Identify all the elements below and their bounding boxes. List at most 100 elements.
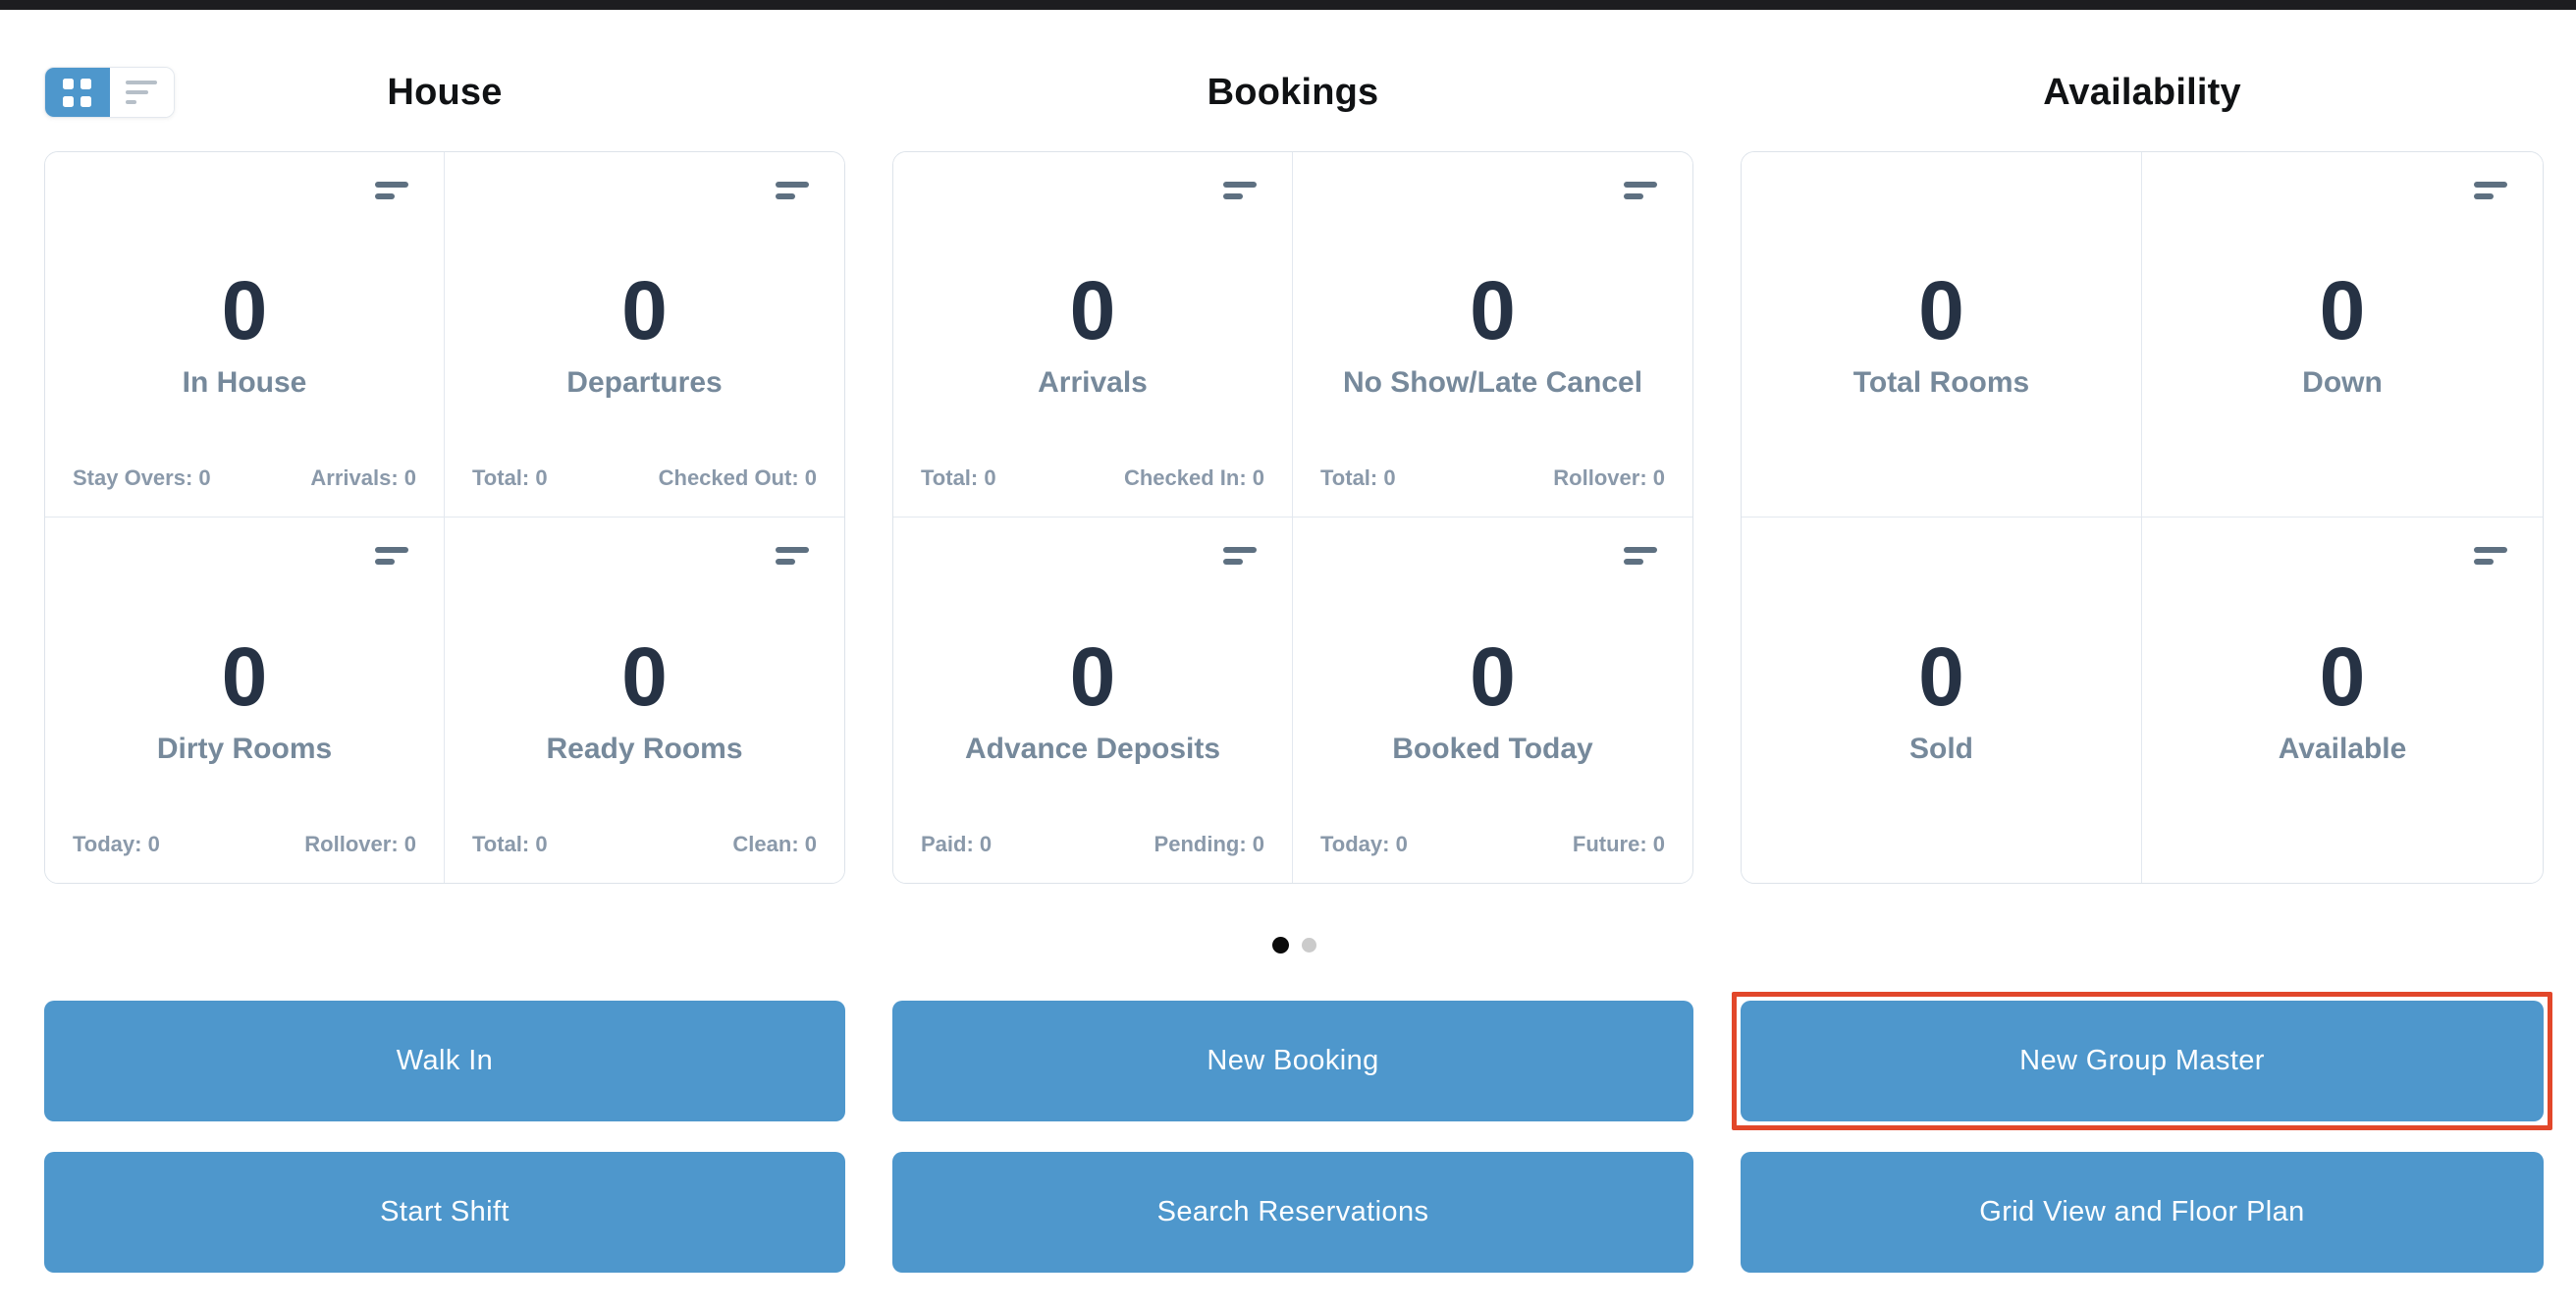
start-shift-button[interactable]: Start Shift <box>44 1152 845 1273</box>
stat-card-footer: Total: 0 Rollover: 0 <box>1320 465 1665 491</box>
stat-value: 0 <box>621 264 668 356</box>
stat-card-footer: Total: 0 Clean: 0 <box>472 832 817 857</box>
stat-card-footer: Stay Overs: 0 Arrivals: 0 <box>73 465 416 491</box>
stat-card-arrivals[interactable]: 0 Arrivals Total: 0 Checked In: 0 <box>893 152 1293 518</box>
footer-stat-right: Arrivals: 0 <box>310 465 416 490</box>
stat-bars-icon <box>1223 547 1257 565</box>
stat-card-advance-deposits[interactable]: 0 Advance Deposits Paid: 0 Pending: 0 <box>893 518 1293 883</box>
stat-card-in-house[interactable]: 0 In House Stay Overs: 0 Arrivals: 0 <box>45 152 445 518</box>
header-row: House Bookings Availability <box>44 67 2544 118</box>
stat-bars-icon <box>1624 182 1657 199</box>
stat-card-main: 0 Down <box>2142 152 2543 517</box>
search-reservations-button[interactable]: Search Reservations <box>892 1152 1693 1273</box>
stat-bars-icon <box>2474 547 2507 565</box>
card-detail-button[interactable] <box>2474 547 2507 565</box>
stat-card-down[interactable]: 0 Down <box>2142 152 2543 518</box>
stat-value: 0 <box>1069 264 1116 356</box>
stat-card-dirty-rooms[interactable]: 0 Dirty Rooms Today: 0 Rollover: 0 <box>45 518 445 883</box>
card-group-house: 0 In House Stay Overs: 0 Arrivals: 0 0 Depart… <box>44 151 845 884</box>
card-detail-button[interactable] <box>1624 182 1657 199</box>
footer-stat-left: Total: 0 <box>1320 465 1396 490</box>
dashboard-content: House Bookings Availability 0 In House Stay … <box>0 67 2576 1273</box>
footer-stat-left: Total: 0 <box>472 465 548 490</box>
stat-card-ready-rooms[interactable]: 0 Ready Rooms Total: 0 Clean: 0 <box>445 518 844 883</box>
section-title-bookings: Bookings <box>1207 71 1379 113</box>
stat-label: Departures <box>566 366 723 399</box>
stat-bars-icon <box>776 182 809 199</box>
footer-stat-right: Rollover: 0 <box>304 832 416 856</box>
footer-stat-right: Pending: 0 <box>1154 832 1264 856</box>
stat-card-main: 0 Departures <box>445 152 844 517</box>
stat-card-sold[interactable]: 0 Sold <box>1742 518 2142 883</box>
stat-card-footer: Today: 0 Future: 0 <box>1320 832 1665 857</box>
action-button-wrap: Grid View and Floor Plan <box>1741 1152 2544 1273</box>
stat-label: Ready Rooms <box>546 732 743 765</box>
card-detail-button[interactable] <box>776 182 809 199</box>
grid-view-and-floor-plan-button[interactable]: Grid View and Floor Plan <box>1741 1152 2544 1273</box>
footer-stat-right: Future: 0 <box>1572 832 1665 856</box>
stat-card-footer: Today: 0 Rollover: 0 <box>73 832 416 857</box>
stat-value: 0 <box>2319 629 2366 723</box>
stat-card-main: 0 Available <box>2142 518 2543 883</box>
action-button-wrap: Search Reservations <box>892 1152 1693 1273</box>
stat-label: Arrivals <box>1038 366 1148 399</box>
footer-stat-right: Checked In: 0 <box>1123 465 1264 490</box>
stat-label: No Show/Late Cancel <box>1342 366 1643 399</box>
footer-stat-left: Stay Overs: 0 <box>73 465 211 490</box>
stat-bars-icon <box>776 547 809 565</box>
new-booking-button[interactable]: New Booking <box>892 1001 1693 1121</box>
card-detail-button[interactable] <box>375 182 408 199</box>
view-toggle <box>44 67 175 118</box>
card-detail-button[interactable] <box>2474 182 2507 199</box>
stat-card-main: 0 No Show/Late Cancel <box>1293 152 1692 517</box>
card-detail-button[interactable] <box>1223 547 1257 565</box>
stat-label: Booked Today <box>1392 732 1593 765</box>
stat-value: 0 <box>621 629 668 723</box>
stat-card-available[interactable]: 0 Available <box>2142 518 2543 883</box>
stat-card-footer: Total: 0 Checked In: 0 <box>921 465 1264 491</box>
section-title-availability: Availability <box>2043 71 2241 113</box>
stat-label: Dirty Rooms <box>156 732 333 765</box>
stat-value: 0 <box>1470 629 1516 723</box>
grid-view-icon <box>63 78 92 107</box>
footer-stat-left: Total: 0 <box>472 832 548 856</box>
stat-card-footer: Total: 0 Checked Out: 0 <box>472 465 817 491</box>
stat-card-total-rooms[interactable]: 0 Total Rooms <box>1742 152 2142 518</box>
carousel-dot-1[interactable] <box>1271 936 1289 954</box>
card-detail-button[interactable] <box>1223 182 1257 199</box>
list-view-toggle-button[interactable] <box>109 68 174 117</box>
card-detail-button[interactable] <box>1624 547 1657 565</box>
stat-card-booked-today[interactable]: 0 Booked Today Today: 0 Future: 0 <box>1293 518 1692 883</box>
card-group-availability: 0 Total Rooms 0 Down 0 Sold 0 Available <box>1741 151 2544 884</box>
stat-value: 0 <box>1069 629 1116 723</box>
stat-card-departures[interactable]: 0 Departures Total: 0 Checked Out: 0 <box>445 152 844 518</box>
stat-label: Down <box>2302 366 2383 399</box>
footer-stat-left: Total: 0 <box>921 465 996 490</box>
stat-card-no-show-late-cancel[interactable]: 0 No Show/Late Cancel Total: 0 Rollover: 0 <box>1293 152 1692 518</box>
stat-label: Available <box>2278 732 2407 765</box>
section-title-house: House <box>387 71 503 113</box>
stat-value: 0 <box>1918 629 1964 723</box>
action-button-wrap: Start Shift <box>44 1152 845 1273</box>
card-detail-button[interactable] <box>375 547 408 565</box>
stat-bars-icon <box>375 547 408 565</box>
stat-label: Total Rooms <box>1852 366 2030 399</box>
walk-in-button[interactable]: Walk In <box>44 1001 845 1121</box>
stat-card-main: 0 Ready Rooms <box>445 518 844 883</box>
card-detail-button[interactable] <box>776 547 809 565</box>
footer-stat-left: Paid: 0 <box>921 832 993 856</box>
carousel-dot-2[interactable] <box>1301 937 1316 953</box>
action-button-wrap: Walk In <box>44 1001 845 1121</box>
grid-view-toggle-button[interactable] <box>45 68 110 117</box>
stat-value: 0 <box>1470 264 1516 356</box>
action-buttons: Walk In New Booking New Group Master Start … <box>44 992 2552 1273</box>
action-button-wrap: New Group Master <box>1732 992 2552 1130</box>
action-button-wrap: New Booking <box>892 1001 1693 1121</box>
stat-label: Advance Deposits <box>964 732 1221 765</box>
footer-stat-left: Today: 0 <box>1320 832 1408 856</box>
stat-card-main: 0 Arrivals <box>893 152 1292 517</box>
new-group-master-button[interactable]: New Group Master <box>1741 1001 2544 1121</box>
stat-bars-icon <box>2474 182 2507 199</box>
stat-card-footer: Paid: 0 Pending: 0 <box>921 832 1264 857</box>
